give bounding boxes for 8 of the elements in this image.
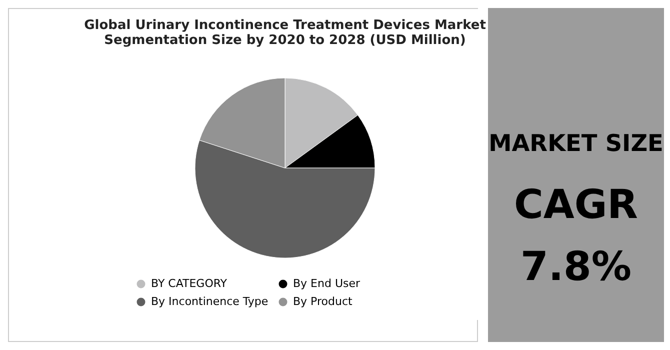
text: CAGR [514,182,638,228]
legend-label: By Product [293,295,354,308]
legend-label: By Incontinence Type [151,295,268,308]
chart-title: Global Urinary Incontinence Treatment Devices Market Segmentation Size by 2020 to 2028 (USD Million) [84,18,486,48]
text: MARKET SIZE [488,130,664,158]
legend-label: By End User [293,277,361,290]
legend-label: BY CATEGORY [151,277,228,290]
text: 7.8% [520,244,632,290]
